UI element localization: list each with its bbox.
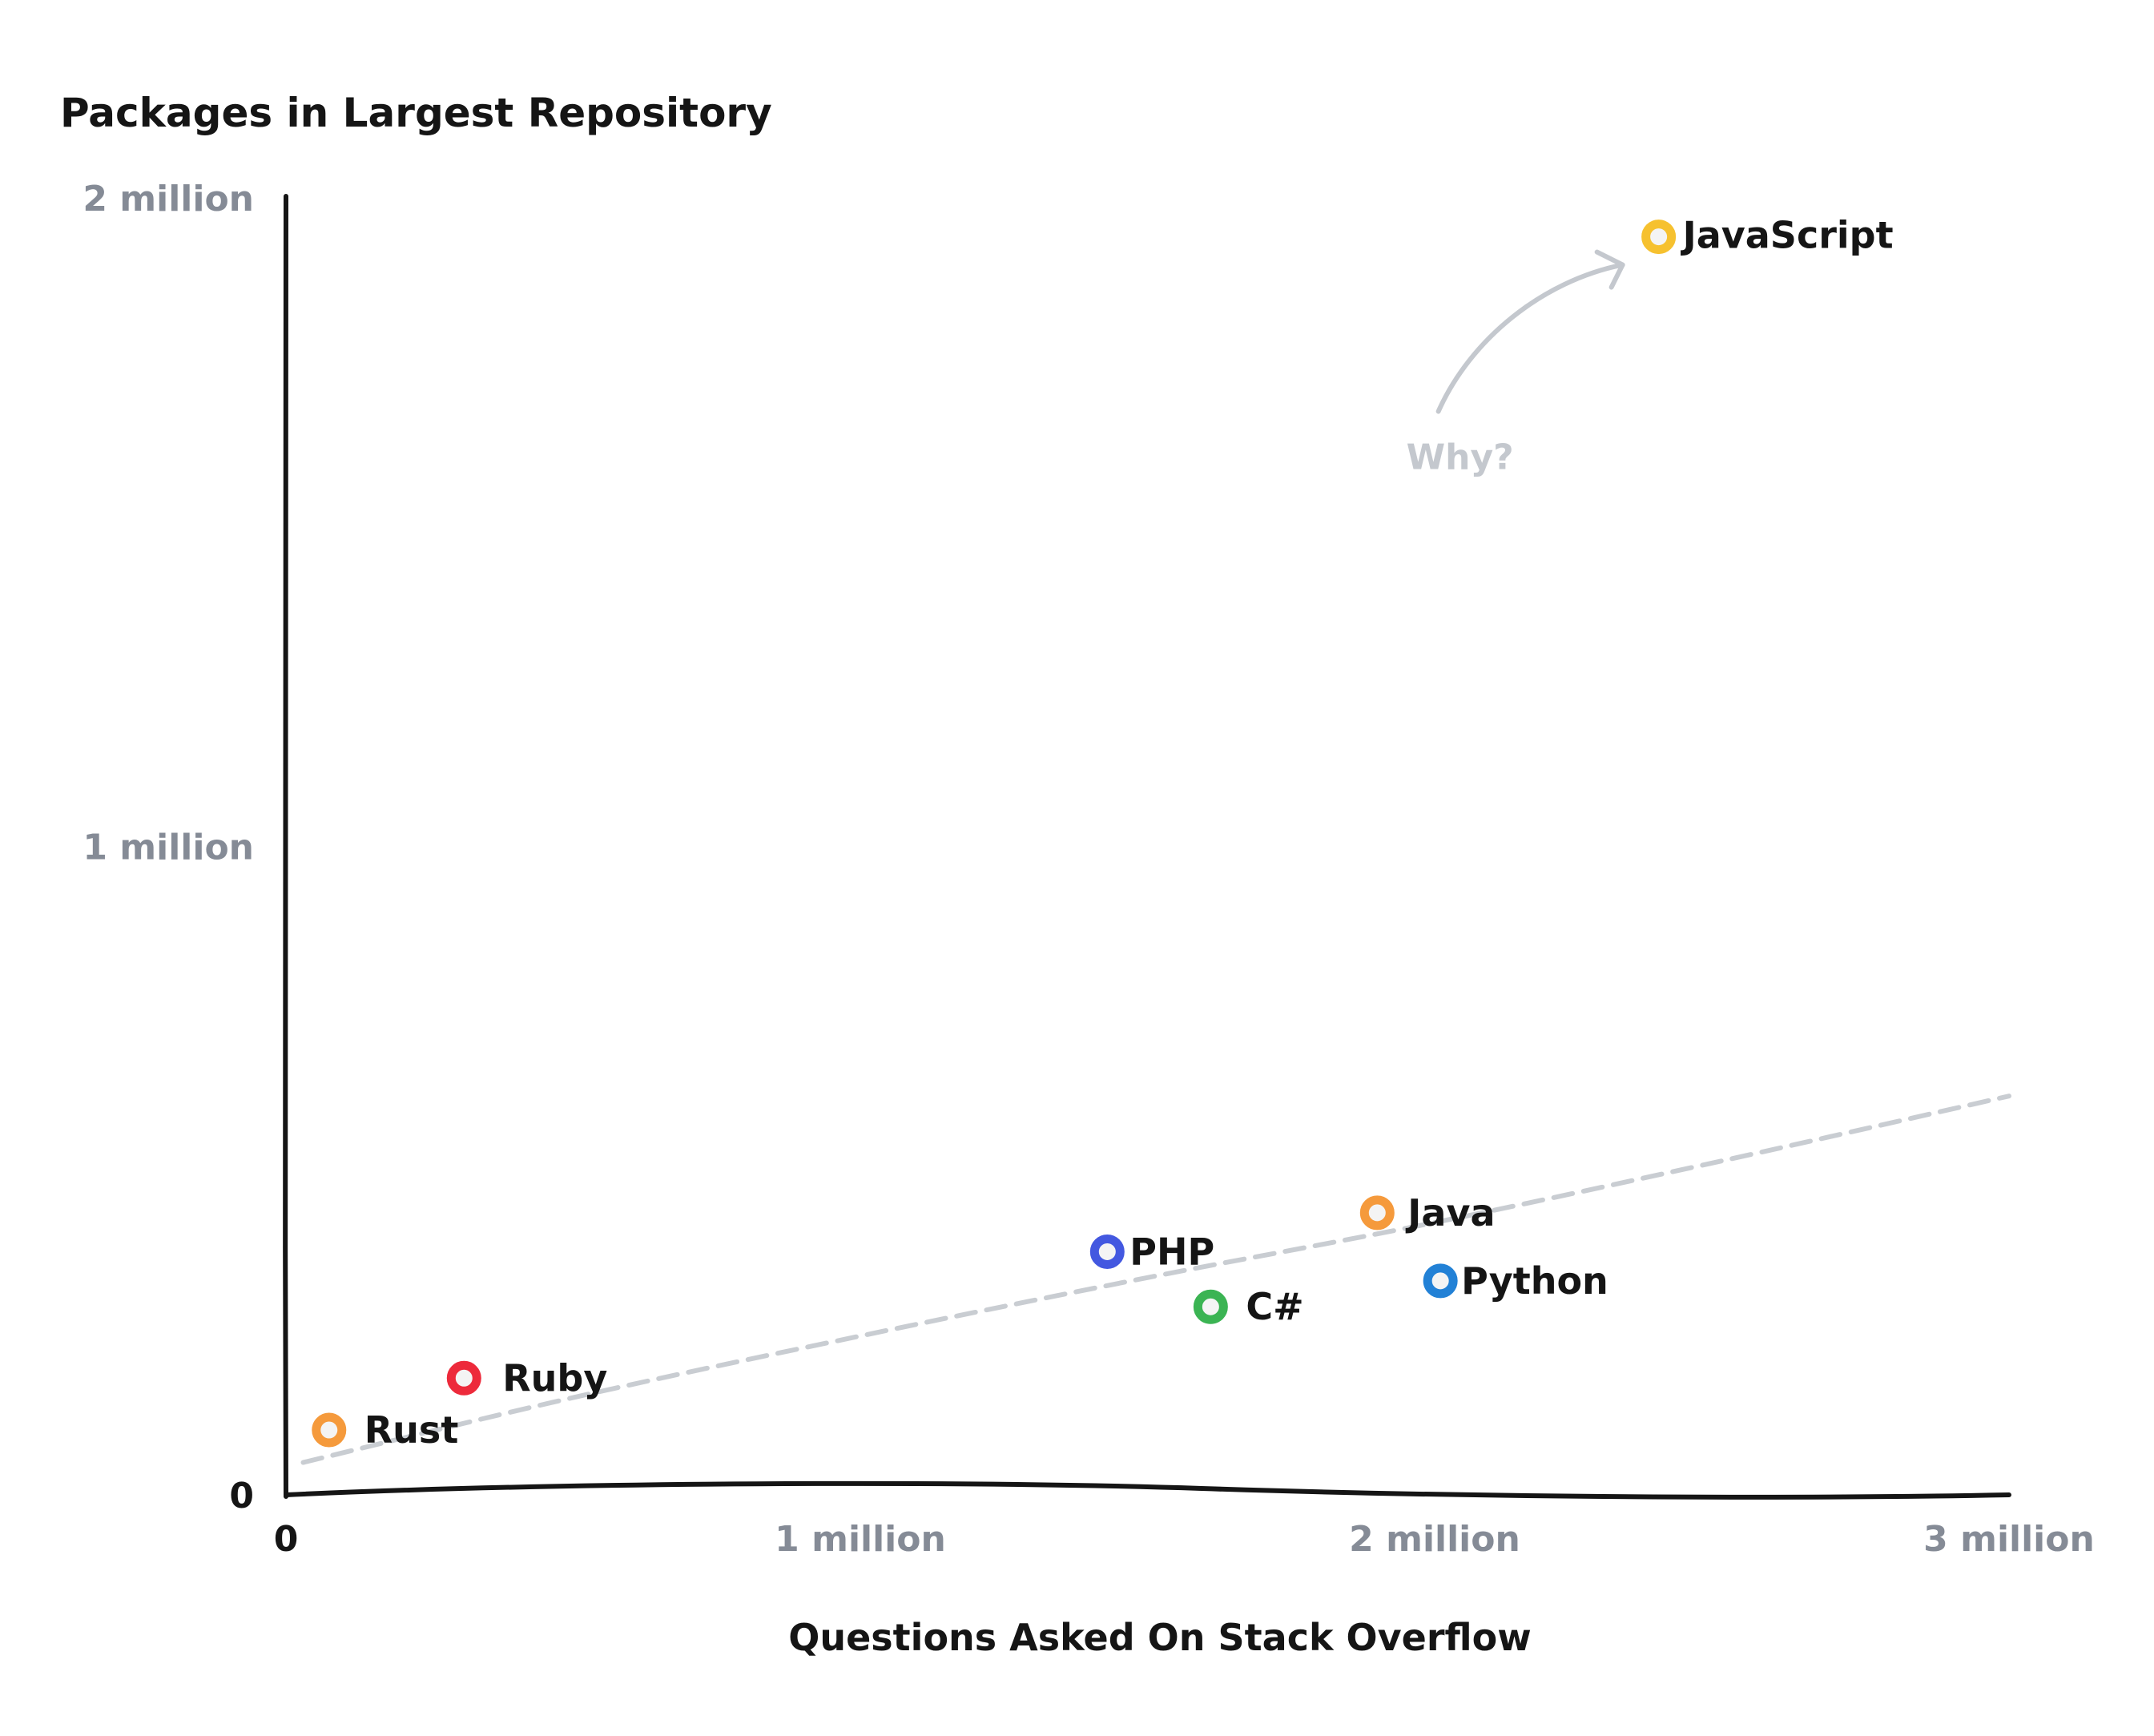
point-label: Java xyxy=(1405,1191,1495,1235)
y-tick-label: 2 million xyxy=(83,179,254,220)
y-tick-label: 0 xyxy=(229,1476,254,1516)
trendline-path xyxy=(300,1094,2011,1465)
point-label: PHP xyxy=(1129,1230,1214,1273)
annotation-text: Why? xyxy=(1407,437,1514,478)
y-axis-line xyxy=(283,194,289,1499)
point-label: Rust xyxy=(364,1408,459,1452)
x-axis-title: Questions Asked On Stack Overflow xyxy=(788,1616,1531,1659)
x-tick-label: 1 million xyxy=(775,1519,946,1560)
x-tick-label: 2 million xyxy=(1349,1519,1520,1560)
point-label: Ruby xyxy=(502,1356,607,1400)
x-axis-line xyxy=(284,1480,2011,1500)
point-ruby: Ruby xyxy=(446,1356,607,1400)
point-label: Python xyxy=(1461,1259,1608,1303)
point-marker xyxy=(1359,1195,1395,1231)
point-php: PHP xyxy=(1089,1230,1214,1273)
annotation-arrowhead xyxy=(1594,249,1625,290)
point-marker xyxy=(312,1412,347,1448)
y-tick-label: 1 million xyxy=(83,828,254,868)
x-tick-label: 3 million xyxy=(1923,1519,2095,1560)
point-label: JavaScript xyxy=(1681,214,1894,257)
point-marker xyxy=(1423,1263,1458,1299)
point-javascript: JavaScript xyxy=(1641,214,1894,257)
point-rust: Rust xyxy=(312,1408,459,1452)
x-tick-label: 0 xyxy=(274,1519,299,1560)
data-points: JavaScript Java PHP Python C# Ruby Rust xyxy=(312,214,1894,1452)
tick-labels: 0 1 million 2 million 3 million 0 1 million 2 … xyxy=(83,179,2095,1560)
point-marker xyxy=(1089,1234,1125,1269)
point-c-sharp: C# xyxy=(1193,1285,1304,1328)
trendline xyxy=(300,1094,2011,1465)
point-label: C# xyxy=(1246,1285,1303,1328)
point-java: Java xyxy=(1359,1191,1495,1235)
point-marker xyxy=(1641,220,1677,255)
axes xyxy=(283,194,2011,1500)
annotation-arrow xyxy=(1435,262,1625,414)
y-axis-title: Packages in Largest Repository xyxy=(60,90,772,136)
annotation: Why? xyxy=(1407,249,1625,478)
point-marker xyxy=(1193,1289,1228,1324)
point-python: Python xyxy=(1423,1259,1608,1303)
point-marker xyxy=(446,1360,481,1396)
